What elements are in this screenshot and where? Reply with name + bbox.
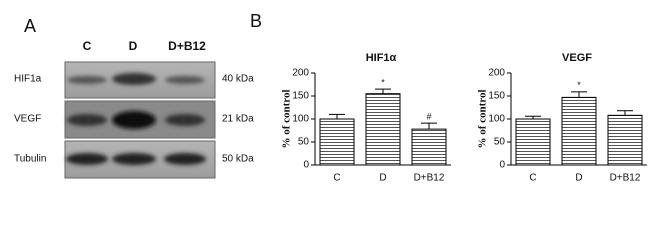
bar xyxy=(607,114,643,166)
size-label: 40 kDa xyxy=(222,74,254,85)
y-tick-label: 0 xyxy=(499,160,505,171)
y-tick-label: 150 xyxy=(488,91,505,102)
bar-annotation: # xyxy=(426,112,431,122)
bar xyxy=(365,93,401,166)
chart-title: VEGF xyxy=(562,52,592,64)
bar-annotation: * xyxy=(577,80,581,90)
y-axis-label: % of control xyxy=(281,89,293,148)
panel-label: B xyxy=(250,11,262,31)
x-tick-label: D+B12 xyxy=(414,173,445,184)
x-tick-label: D xyxy=(575,173,582,184)
y-tick-label: 50 xyxy=(298,137,310,148)
bar xyxy=(515,118,551,166)
lane-label: C xyxy=(83,39,92,53)
lane-label: D+B12 xyxy=(168,39,206,53)
panel-label: A xyxy=(24,16,36,36)
y-tick-label: 100 xyxy=(292,114,309,125)
bar-annotation: * xyxy=(381,77,385,87)
chart-title: HIF1α xyxy=(366,52,397,64)
bands xyxy=(66,73,206,165)
bar xyxy=(319,118,355,166)
protein-label: HIF1a xyxy=(14,74,42,85)
y-tick-label: 100 xyxy=(488,114,505,125)
figure: A C D D+B12 HIF1a VEGF Tubulin 40 kDa 21… xyxy=(14,11,647,184)
lane-label: D xyxy=(129,39,138,53)
x-tick-label: C xyxy=(529,173,536,184)
x-tick-label: D+B12 xyxy=(610,173,641,184)
western-blot xyxy=(64,61,216,179)
size-label: 21 kDa xyxy=(222,114,254,125)
size-label: 50 kDa xyxy=(222,154,254,165)
protein-label: Tubulin xyxy=(14,154,46,165)
y-tick-label: 50 xyxy=(494,137,506,148)
bar xyxy=(561,96,597,166)
y-axis-label: % of control xyxy=(477,89,489,148)
y-tick-label: 200 xyxy=(292,68,309,79)
y-tick-label: 200 xyxy=(488,68,505,79)
y-tick-label: 150 xyxy=(292,91,309,102)
y-tick-label: 0 xyxy=(303,160,309,171)
x-tick-label: C xyxy=(333,173,340,184)
bar xyxy=(411,128,447,166)
protein-label: VEGF xyxy=(14,114,41,125)
x-tick-label: D xyxy=(379,173,386,184)
